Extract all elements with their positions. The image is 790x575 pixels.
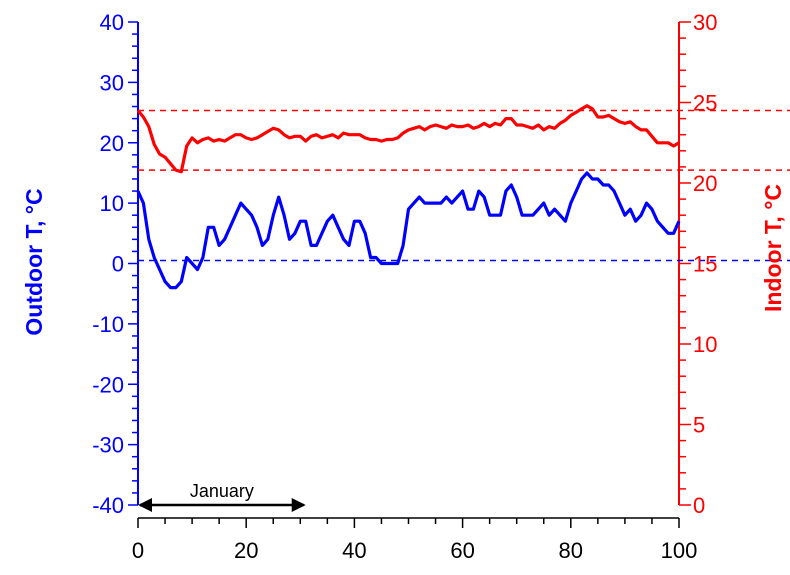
- right-tick-label: 25: [693, 91, 717, 116]
- january-arrow-head-left: [138, 498, 152, 512]
- left-tick-label: -20: [92, 372, 124, 397]
- x-tick-label: 60: [450, 538, 474, 563]
- left-tick-label: 10: [100, 191, 124, 216]
- right-tick-label: 5: [693, 413, 705, 438]
- x-tick-label: 0: [132, 538, 144, 563]
- indoor-temperature-line: [136, 104, 680, 174]
- left-tick-label: -30: [92, 433, 124, 458]
- left-tick-label: -10: [92, 312, 124, 337]
- left-tick-label: 30: [100, 70, 124, 95]
- right-tick-label: 10: [693, 332, 717, 357]
- left-tick-label: 20: [100, 131, 124, 156]
- x-tick-label: 80: [559, 538, 583, 563]
- series-lines: [136, 104, 681, 290]
- right-tick-label: 0: [693, 493, 705, 518]
- x-tick-label: 20: [234, 538, 258, 563]
- x-tick-label: 40: [342, 538, 366, 563]
- tick-labels: -40 -30 -20 -10 0 10 20 30 40 0 5 10 15 20 25 30 0 20 40 60…: [92, 10, 717, 563]
- january-annotation: January: [138, 481, 306, 512]
- right-tick-label: 20: [693, 171, 717, 196]
- outdoor-temperature-line: [136, 171, 681, 290]
- january-arrow-head-right: [291, 498, 306, 512]
- right-tick-label: 15: [693, 252, 717, 277]
- axes-frame: [128, 21, 691, 528]
- left-tick-label: 0: [112, 252, 124, 277]
- left-axis-title: Outdoor T, °C: [21, 188, 47, 335]
- right-axis-title: Indoor T, °C: [760, 184, 786, 312]
- right-tick-label: 30: [693, 10, 717, 35]
- x-tick-label: 100: [661, 538, 698, 563]
- reference-lines: [138, 109, 790, 262]
- january-label: January: [190, 481, 254, 501]
- left-tick-label: 40: [100, 10, 124, 35]
- left-tick-label: -40: [92, 493, 124, 518]
